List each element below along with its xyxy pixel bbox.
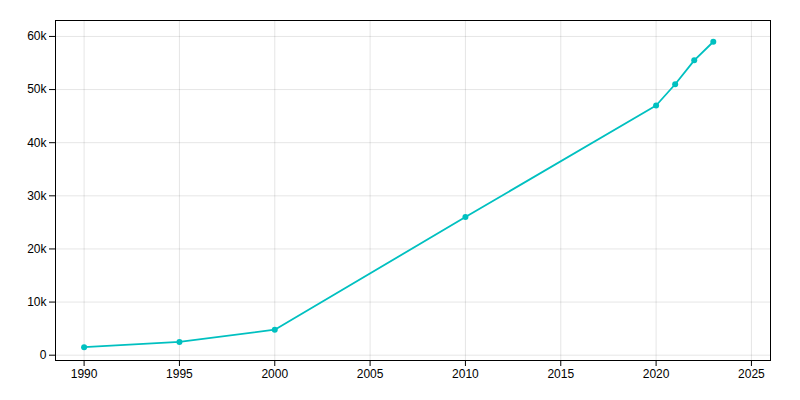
svg-text:2005: 2005 [357, 367, 384, 381]
svg-text:40k: 40k [27, 136, 47, 150]
svg-text:50k: 50k [27, 82, 47, 96]
svg-text:2025: 2025 [738, 367, 765, 381]
svg-text:2000: 2000 [261, 367, 288, 381]
svg-text:30k: 30k [27, 189, 47, 203]
svg-text:2020: 2020 [643, 367, 670, 381]
svg-text:0: 0 [40, 348, 47, 362]
svg-text:2010: 2010 [452, 367, 479, 381]
svg-text:20k: 20k [27, 242, 47, 256]
svg-text:2015: 2015 [547, 367, 574, 381]
svg-text:10k: 10k [27, 295, 47, 309]
svg-text:60k: 60k [27, 29, 47, 43]
svg-text:1990: 1990 [71, 367, 98, 381]
svg-text:1995: 1995 [166, 367, 193, 381]
